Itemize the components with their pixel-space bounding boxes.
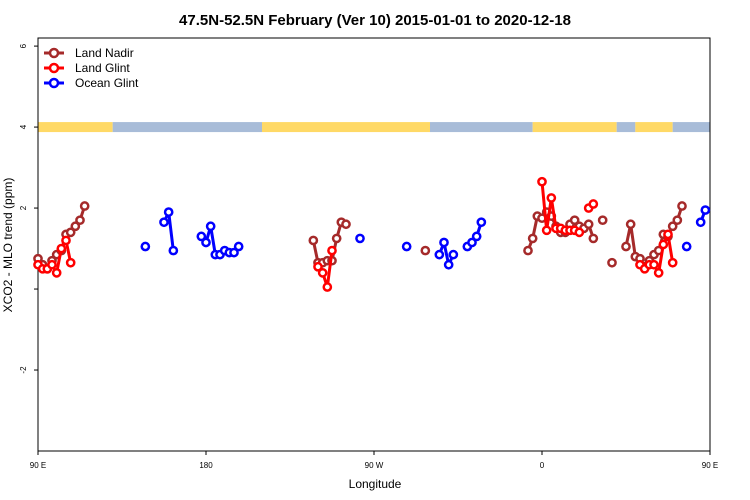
point-land-nadir-3-0 — [523, 245, 533, 256]
x-tick-label-2: 90 W — [365, 461, 384, 470]
surface-strip-ocean-5 — [616, 122, 636, 133]
y-tick-label-3: 4 — [19, 124, 28, 129]
point-land-glint-0-7 — [65, 257, 76, 268]
legend-land-nadir-label: Land Nadir — [75, 46, 134, 60]
point-ocean-glint-6-1 — [467, 237, 477, 248]
series-line-land-nadir-0 — [36, 205, 87, 271]
point-land-nadir-6-12 — [677, 201, 687, 211]
point-land-nadir-2-0 — [420, 245, 431, 256]
point-land-nadir-0-9 — [75, 215, 85, 226]
series-line-ocean-glint-5 — [437, 240, 455, 267]
point-ocean-glint-5-1 — [439, 237, 449, 248]
series-layer — [33, 176, 711, 292]
point-land-glint-0-4 — [51, 267, 62, 278]
point-land-glint-0-6 — [61, 235, 71, 246]
y-tick-label-4: 6 — [19, 43, 28, 48]
x-tick-label-3: 0 — [540, 461, 545, 470]
point-ocean-glint-2-7 — [229, 247, 239, 258]
legend: Land Nadir Land Glint Ocean Glint — [44, 46, 139, 90]
surface-strip-ocean-1 — [112, 122, 263, 133]
point-land-nadir-3-10 — [569, 215, 580, 226]
series-ocean-glint — [140, 205, 711, 270]
point-ocean-glint-1-2 — [168, 245, 179, 256]
y-axis-label: XCO2 - MLO trend (ppm) — [1, 178, 15, 313]
surface-strip-land-0 — [38, 122, 113, 133]
chart-title: 47.5N-52.5N February (Ver 10) 2015-01-01… — [179, 12, 571, 29]
point-ocean-glint-6-2 — [471, 231, 482, 242]
legend-ocean-glint-label: Ocean Glint — [75, 76, 139, 90]
point-land-nadir-3-14 — [588, 233, 599, 244]
point-land-nadir-1-7 — [341, 219, 351, 230]
point-land-nadir-5-0 — [607, 257, 617, 268]
point-land-glint-1-3 — [327, 245, 337, 256]
y-tick-label-2: 2 — [19, 205, 28, 210]
point-land-glint-4-6 — [663, 229, 673, 240]
point-land-nadir-4-0 — [597, 215, 608, 226]
legend-land-nadir-marker — [48, 47, 60, 59]
point-land-glint-1-1 — [317, 267, 328, 278]
x-tick-label-4: 90 E — [702, 461, 718, 470]
point-ocean-glint-2-0 — [196, 231, 207, 242]
point-land-nadir-0-7 — [65, 227, 76, 238]
point-ocean-glint-8-0 — [695, 217, 706, 228]
point-land-nadir-1-0 — [308, 235, 319, 246]
surface-strip-ocean-7 — [672, 122, 710, 133]
surface-strip-land-4 — [532, 122, 617, 133]
point-land-glint-1-0 — [313, 261, 323, 272]
point-ocean-glint-5-0 — [434, 249, 445, 260]
point-land-glint-2-1 — [541, 225, 552, 236]
x-axis: 90 E 180 90 W 0 90 E — [30, 451, 718, 470]
point-land-glint-4-7 — [667, 257, 678, 268]
x-tick-label-1: 180 — [199, 461, 213, 470]
x-axis-label: Longitude — [349, 477, 402, 491]
point-land-nadir-6-0 — [621, 241, 631, 252]
point-ocean-glint-1-1 — [163, 207, 174, 217]
point-land-glint-4-5 — [658, 239, 669, 250]
point-land-nadir-6-1 — [625, 219, 636, 230]
point-ocean-glint-2-2 — [205, 221, 216, 232]
y-tick-label-0: -2 — [19, 366, 28, 374]
legend-ocean-glint-marker — [48, 77, 60, 89]
point-ocean-glint-5-3 — [448, 249, 459, 260]
point-ocean-glint-3-0 — [355, 233, 365, 244]
x-tick-label-0: 90 E — [30, 461, 46, 470]
surface-strip-land-2 — [262, 122, 430, 133]
point-ocean-glint-6-3 — [476, 217, 487, 228]
y-axis: -2 2 4 6 — [19, 43, 38, 374]
point-land-nadir-0-8 — [70, 221, 81, 232]
legend-land-glint-label: Land Glint — [75, 61, 130, 75]
point-land-glint-1-2 — [322, 282, 333, 292]
point-ocean-glint-8-1 — [700, 205, 711, 215]
point-land-nadir-6-11 — [672, 215, 683, 226]
point-ocean-glint-2-1 — [201, 237, 211, 248]
surface-type-strip — [38, 122, 710, 133]
point-ocean-glint-4-0 — [401, 241, 412, 252]
point-land-glint-4-4 — [653, 267, 664, 278]
surface-strip-ocean-3 — [430, 122, 533, 133]
point-ocean-glint-7-0 — [681, 241, 692, 252]
point-land-nadir-0-10 — [79, 201, 90, 211]
point-land-glint-0-3 — [47, 259, 57, 270]
point-land-glint-2-8 — [574, 227, 585, 238]
point-land-nadir-3-1 — [527, 233, 538, 244]
point-ocean-glint-2-8 — [233, 241, 244, 252]
point-ocean-glint-1-0 — [159, 217, 169, 228]
point-land-nadir-1-5 — [331, 233, 342, 244]
point-land-glint-2-0 — [537, 176, 547, 187]
surface-strip-land-6 — [635, 122, 673, 133]
point-land-glint-0-5 — [56, 243, 67, 254]
point-ocean-glint-5-2 — [443, 259, 454, 270]
point-ocean-glint-0-0 — [140, 241, 151, 252]
point-land-glint-2-2 — [546, 193, 557, 203]
point-land-glint-4-3 — [649, 259, 659, 270]
point-land-nadir-6-10 — [667, 221, 678, 232]
series-land-glint — [33, 176, 678, 292]
point-land-nadir-3-13 — [583, 219, 594, 230]
plot-frame — [37, 37, 711, 452]
point-land-glint-3-1 — [588, 199, 599, 209]
legend-land-glint-marker — [48, 62, 60, 74]
